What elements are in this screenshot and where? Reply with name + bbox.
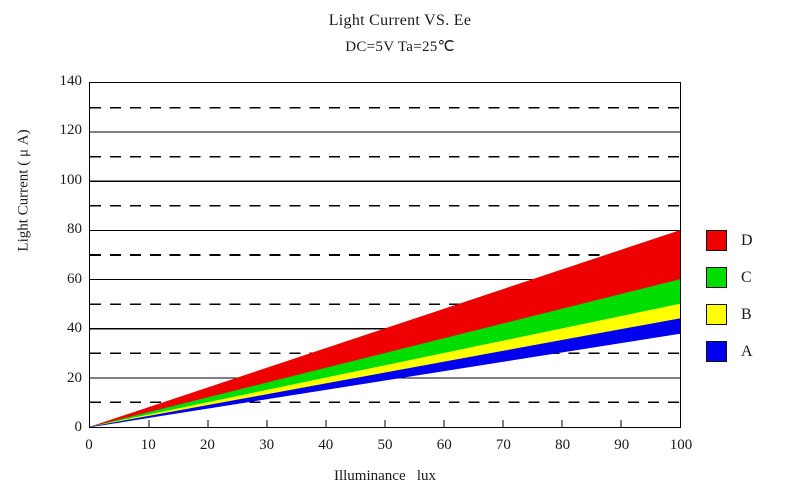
band-B [90, 303, 680, 427]
legend-item-D: D [706, 222, 786, 259]
x-tick-label: 90 [614, 437, 630, 453]
legend-label-A: A [741, 342, 753, 360]
x-tick-label: 70 [495, 437, 511, 453]
legend-label-B: B [741, 305, 752, 323]
legend-item-C: C [706, 259, 786, 296]
legend-label-C: C [741, 268, 752, 286]
y-axis-ticks: 140 120 100 80 60 40 20 0 [36, 74, 83, 435]
x-tick-label: 30 [259, 437, 275, 453]
x-tick-label: 0 [85, 437, 93, 453]
legend-swatch-D [706, 230, 727, 251]
plot-area [89, 82, 681, 428]
x-tick-label: 40 [318, 437, 334, 453]
legend-item-B: B [706, 296, 786, 333]
band-A [90, 318, 680, 427]
y-tick-label: 20 [67, 369, 82, 386]
title-block: Light Current VS. Ee DC=5V Ta=25℃ [0, 10, 800, 58]
x-tick-label: 50 [377, 437, 393, 453]
y-tick-label: 80 [67, 221, 82, 238]
legend-label-D: D [741, 231, 753, 249]
x-tick-label: 100 [669, 437, 693, 453]
chart-legend: D C B A [706, 222, 786, 370]
x-axis-title: Illuminance lux [333, 468, 437, 484]
y-tick-label: 40 [67, 320, 82, 337]
legend-swatch-B [706, 304, 727, 325]
chart-subtitle: DC=5V Ta=25℃ [345, 39, 455, 55]
x-tick-label: 80 [555, 437, 571, 453]
legend-item-A: A [706, 333, 786, 370]
legend-swatch-C [706, 267, 727, 288]
x-tick-label: 60 [436, 437, 452, 453]
y-tick-label: 140 [59, 73, 83, 89]
x-tick-label: 10 [140, 437, 156, 453]
x-tick-label: 20 [199, 437, 215, 453]
y-tick-label: 100 [59, 171, 83, 188]
x-axis-ticks: 0 10 20 30 40 50 60 70 80 90 100 [85, 436, 692, 458]
y-tick-label: 0 [74, 419, 83, 435]
y-axis-title: Light Current ( μ A) [15, 129, 32, 252]
y-tick-label: 120 [59, 122, 83, 139]
y-tick-label: 60 [67, 270, 82, 287]
legend-swatch-A [706, 341, 727, 362]
chart-title: Light Current VS. Ee [328, 12, 472, 29]
